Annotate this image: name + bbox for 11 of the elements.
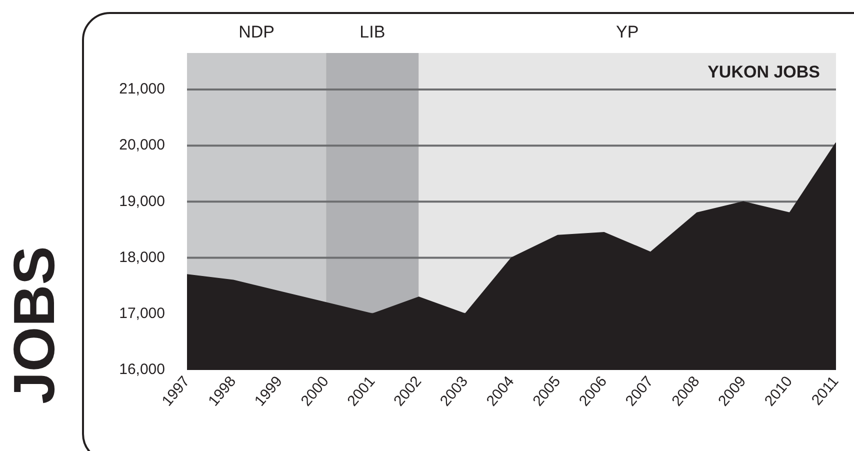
y-tick-label: 18,000 [119, 248, 165, 266]
text: YUKON JOBS [708, 62, 820, 82]
band-label: LIB [360, 22, 386, 42]
band-label: NDP [238, 22, 274, 42]
y-tick-label: 20,000 [119, 136, 165, 154]
y-tick-label: 19,000 [119, 192, 165, 210]
y-tick-label: 17,000 [119, 305, 165, 322]
y-tick-label: 21,000 [119, 80, 165, 98]
y-axis-title: JOBS [2, 246, 67, 404]
y-tick-label: 16,000 [119, 361, 165, 378]
band-label: YP [616, 22, 639, 42]
